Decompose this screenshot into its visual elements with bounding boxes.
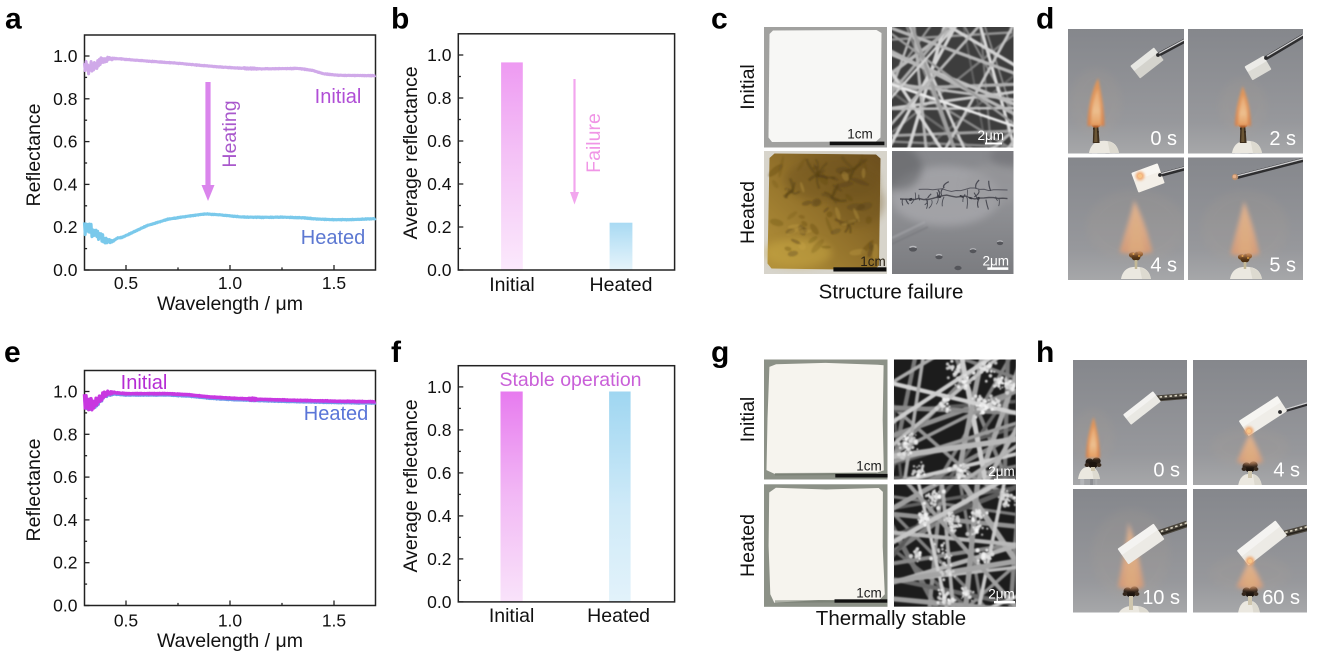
svg-text:1.0: 1.0	[53, 46, 78, 66]
svg-text:1.0: 1.0	[427, 45, 452, 65]
svg-text:Stable operation: Stable operation	[499, 369, 641, 391]
svg-text:1cm: 1cm	[856, 459, 882, 474]
svg-text:1.0: 1.0	[53, 382, 78, 402]
svg-text:0.6: 0.6	[53, 467, 77, 487]
svg-text:0 s: 0 s	[1153, 460, 1180, 482]
svg-text:0.2: 0.2	[53, 217, 77, 237]
svg-text:0.6: 0.6	[427, 131, 451, 151]
svg-text:g: g	[711, 336, 729, 369]
svg-text:2μm: 2μm	[988, 464, 1015, 479]
svg-text:0.6: 0.6	[427, 463, 451, 483]
svg-text:0.8: 0.8	[53, 89, 77, 109]
svg-text:Heating: Heating	[219, 100, 241, 167]
svg-text:Thermally stable: Thermally stable	[816, 607, 966, 630]
svg-text:1cm: 1cm	[856, 586, 882, 601]
svg-text:0.8: 0.8	[427, 420, 451, 440]
svg-text:10 s: 10 s	[1142, 587, 1180, 609]
svg-text:0.4: 0.4	[53, 174, 78, 194]
svg-text:Initial: Initial	[315, 86, 362, 108]
svg-text:0.0: 0.0	[53, 260, 78, 280]
svg-text:1cm: 1cm	[860, 254, 886, 269]
svg-text:2μm: 2μm	[982, 254, 1009, 269]
svg-text:1.5: 1.5	[322, 611, 346, 631]
svg-text:2μm: 2μm	[988, 587, 1015, 602]
svg-text:0 s: 0 s	[1150, 128, 1177, 150]
svg-text:a: a	[5, 3, 22, 36]
svg-text:0.0: 0.0	[427, 592, 452, 612]
svg-text:Initial: Initial	[489, 605, 535, 627]
svg-text:f: f	[391, 336, 402, 369]
svg-text:0.4: 0.4	[53, 510, 78, 530]
svg-text:Initial: Initial	[121, 372, 168, 394]
svg-text:0.6: 0.6	[53, 132, 77, 152]
svg-text:h: h	[1036, 336, 1054, 369]
svg-text:Heated: Heated	[587, 605, 650, 627]
svg-text:0.2: 0.2	[427, 217, 451, 237]
svg-text:c: c	[711, 3, 728, 36]
svg-text:60 s: 60 s	[1262, 587, 1300, 609]
svg-text:1.0: 1.0	[218, 273, 243, 293]
svg-text:1.0: 1.0	[218, 611, 243, 631]
svg-text:e: e	[4, 336, 21, 369]
svg-text:Initial: Initial	[737, 64, 759, 110]
svg-text:0.2: 0.2	[427, 549, 451, 569]
svg-text:Heated: Heated	[737, 514, 759, 577]
svg-text:Initial: Initial	[737, 397, 759, 443]
svg-text:Heated: Heated	[304, 403, 369, 425]
svg-text:Structure failure: Structure failure	[819, 281, 964, 304]
svg-text:0.0: 0.0	[53, 596, 78, 616]
svg-text:0.5: 0.5	[114, 611, 138, 631]
svg-text:Heated: Heated	[301, 227, 366, 249]
svg-text:0.0: 0.0	[427, 260, 452, 280]
svg-text:Wavelength / μm: Wavelength / μm	[157, 630, 303, 652]
svg-text:2μm: 2μm	[977, 128, 1004, 143]
svg-text:Initial: Initial	[489, 274, 535, 296]
svg-text:4 s: 4 s	[1150, 255, 1177, 277]
svg-text:5 s: 5 s	[1269, 255, 1296, 277]
svg-text:1.0: 1.0	[427, 377, 452, 397]
svg-text:4 s: 4 s	[1273, 460, 1300, 482]
svg-text:Heated: Heated	[590, 274, 653, 296]
svg-text:Failure: Failure	[583, 113, 605, 173]
svg-text:Wavelength / μm: Wavelength / μm	[157, 293, 303, 315]
svg-text:1.5: 1.5	[322, 273, 346, 293]
svg-text:d: d	[1036, 3, 1054, 36]
svg-text:2 s: 2 s	[1269, 128, 1296, 150]
svg-text:b: b	[391, 3, 409, 36]
svg-text:Reflectance: Reflectance	[23, 439, 45, 542]
svg-text:Average reflectance: Average reflectance	[400, 66, 422, 239]
svg-text:0.2: 0.2	[53, 553, 77, 573]
svg-text:1cm: 1cm	[847, 127, 873, 142]
svg-text:0.4: 0.4	[427, 506, 452, 526]
svg-text:Heated: Heated	[737, 181, 759, 244]
svg-text:0.5: 0.5	[114, 273, 138, 293]
svg-text:0.4: 0.4	[427, 174, 452, 194]
svg-text:0.8: 0.8	[53, 424, 77, 444]
svg-text:Average reflectance: Average reflectance	[400, 399, 422, 572]
svg-text:Reflectance: Reflectance	[23, 104, 45, 207]
svg-text:0.8: 0.8	[427, 88, 451, 108]
